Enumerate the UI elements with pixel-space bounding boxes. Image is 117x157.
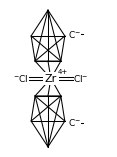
- Text: C$^{-}$: C$^{-}$: [68, 29, 81, 40]
- Text: C$^{-}$: C$^{-}$: [68, 117, 81, 128]
- Text: 4+: 4+: [57, 69, 68, 75]
- Text: Cl$^{-}$: Cl$^{-}$: [73, 73, 89, 84]
- Text: $^{-}$Cl: $^{-}$Cl: [13, 73, 29, 84]
- Text: Zr: Zr: [45, 73, 57, 84]
